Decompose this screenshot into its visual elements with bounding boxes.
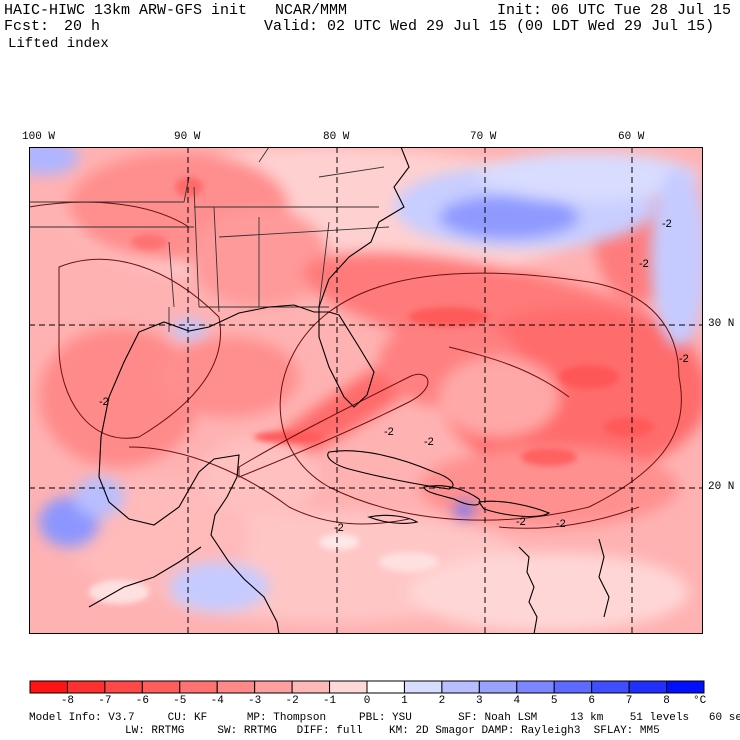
colorbar-tick-label: -8 — [60, 695, 75, 707]
colorbar — [29, 680, 705, 694]
contour-label: -2 — [639, 258, 649, 270]
colorbar-tick-label: -5 — [173, 695, 187, 707]
model-title: HAIC-HIWC 13km ARW-GFS init — [4, 2, 248, 19]
colorbar-swatch — [141, 680, 181, 694]
colorbar-tick-label: -1 — [322, 695, 337, 707]
colorbar-swatch — [66, 680, 106, 694]
colorbar-swatch — [366, 680, 405, 694]
colorbar-swatch — [216, 680, 256, 694]
model-info-line-2: LW: RRTMG SW: RRTMG DIFF: full KM: 2D Sm… — [125, 725, 660, 737]
valid-time: Valid: 02 UTC Wed 29 Jul 15 (00 LDT Wed … — [264, 18, 715, 35]
colorbar-tick-label: -6 — [135, 695, 149, 707]
contour-label: -2 — [556, 518, 566, 530]
stable-areas — [29, 147, 703, 612]
colorbar-tick-label: -7 — [98, 695, 112, 707]
colorbar-swatch — [104, 680, 143, 694]
colorbar-swatch — [254, 680, 293, 694]
colorbar-swatch — [628, 680, 668, 694]
colorbar-swatch — [29, 680, 68, 694]
colorbar-tick-label: 2 — [438, 695, 446, 707]
colorbar-swatch — [553, 680, 593, 694]
contour-lines — [29, 201, 682, 529]
lifted-index-map: -2 -2 -2 -2 -2 -2 -2 -2 -2 — [29, 147, 703, 634]
colorbar-swatch — [666, 680, 705, 694]
colorbar-tick-label: 1 — [401, 695, 408, 707]
colorbar-tick-label: 7 — [625, 695, 633, 707]
contour-label: -2 — [334, 522, 344, 534]
map-frame — [29, 147, 703, 634]
contour-label: -2 — [679, 353, 689, 365]
colorbar-unit: °C — [693, 695, 707, 707]
colorbar-swatch — [516, 680, 555, 694]
contour-label-group: -2 -2 -2 -2 -2 -2 -2 -2 -2 — [99, 218, 689, 534]
colorbar-tick-label: 0 — [363, 695, 371, 707]
lon-label-80w: 80 W — [323, 131, 350, 143]
colorbar-tick-label: -2 — [285, 695, 299, 707]
colorbar-swatch — [179, 680, 218, 694]
lat-label-30n: 30 N — [708, 318, 735, 330]
colorbar-swatch — [403, 680, 443, 694]
state-boundaries — [29, 147, 390, 332]
lat-label-20n: 20 N — [708, 481, 735, 493]
colorbar-tick-label: 8 — [663, 695, 670, 707]
colorbar-tick-label: 6 — [588, 695, 595, 707]
colorbar-swatch — [441, 680, 480, 694]
colorbar-tick-label: -4 — [210, 695, 224, 707]
lon-label-60w: 60 W — [618, 131, 645, 143]
field-name: Lifted index — [8, 36, 109, 52]
contour-label: -2 — [516, 516, 526, 528]
colorbar-swatch — [291, 680, 331, 694]
colorbar-swatches — [29, 680, 705, 694]
colorbar-tick-label: 5 — [550, 695, 558, 707]
contour-label: -2 — [424, 436, 434, 448]
colorbar-swatch — [591, 680, 630, 694]
coastlines — [88, 147, 610, 634]
model-info-line-1: Model Info: V3.7 CU: KF MP: Thompson PBL… — [29, 712, 740, 724]
contour-label: -2 — [662, 218, 672, 230]
colorbar-swatch — [478, 680, 518, 694]
forecast-hours: 20 h — [64, 18, 101, 35]
organization: NCAR/MMM — [275, 2, 348, 19]
lon-label-100w: 100 W — [22, 131, 56, 143]
colorbar-tick-label: -3 — [248, 695, 262, 707]
contour-label: -2 — [384, 426, 394, 438]
lon-label-70w: 70 W — [470, 131, 497, 143]
lat-lon-grid — [29, 147, 703, 634]
colorbar-tick-label: 3 — [476, 695, 483, 707]
colorbar-swatch — [329, 680, 368, 694]
lon-label-90w: 90 W — [174, 131, 201, 143]
init-time: Init: 06 UTC Tue 28 Jul 15 — [497, 2, 732, 19]
contour-label: -2 — [99, 396, 109, 408]
forecast-label: Fcst: — [4, 18, 50, 35]
colorbar-tick-label: 4 — [513, 695, 521, 707]
